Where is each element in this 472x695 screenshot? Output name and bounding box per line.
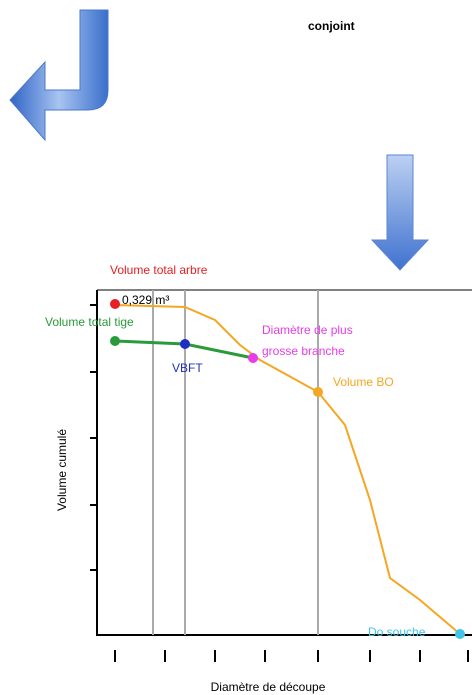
point [110,336,120,346]
point [180,339,190,349]
title: conjoint [308,19,355,33]
curved-arrow [9,9,109,142]
label: grosse branche [262,344,345,358]
label: Volume BO [333,375,394,389]
down-arrow [370,154,430,271]
x-axis-label: Diamètre de découpe [211,680,326,694]
label: Volume total arbre [110,263,208,277]
label: Volume total tige [45,315,134,329]
point [455,629,465,639]
point [248,353,258,363]
label: 0,329 m³ [122,293,169,307]
y-axis-label: Volume cumulé [55,429,69,511]
label: Diamètre de plus [262,323,353,337]
label: Do souche [368,625,426,639]
label: VBFT [172,361,203,375]
point [110,299,120,309]
axes [90,289,472,662]
point [313,387,323,397]
